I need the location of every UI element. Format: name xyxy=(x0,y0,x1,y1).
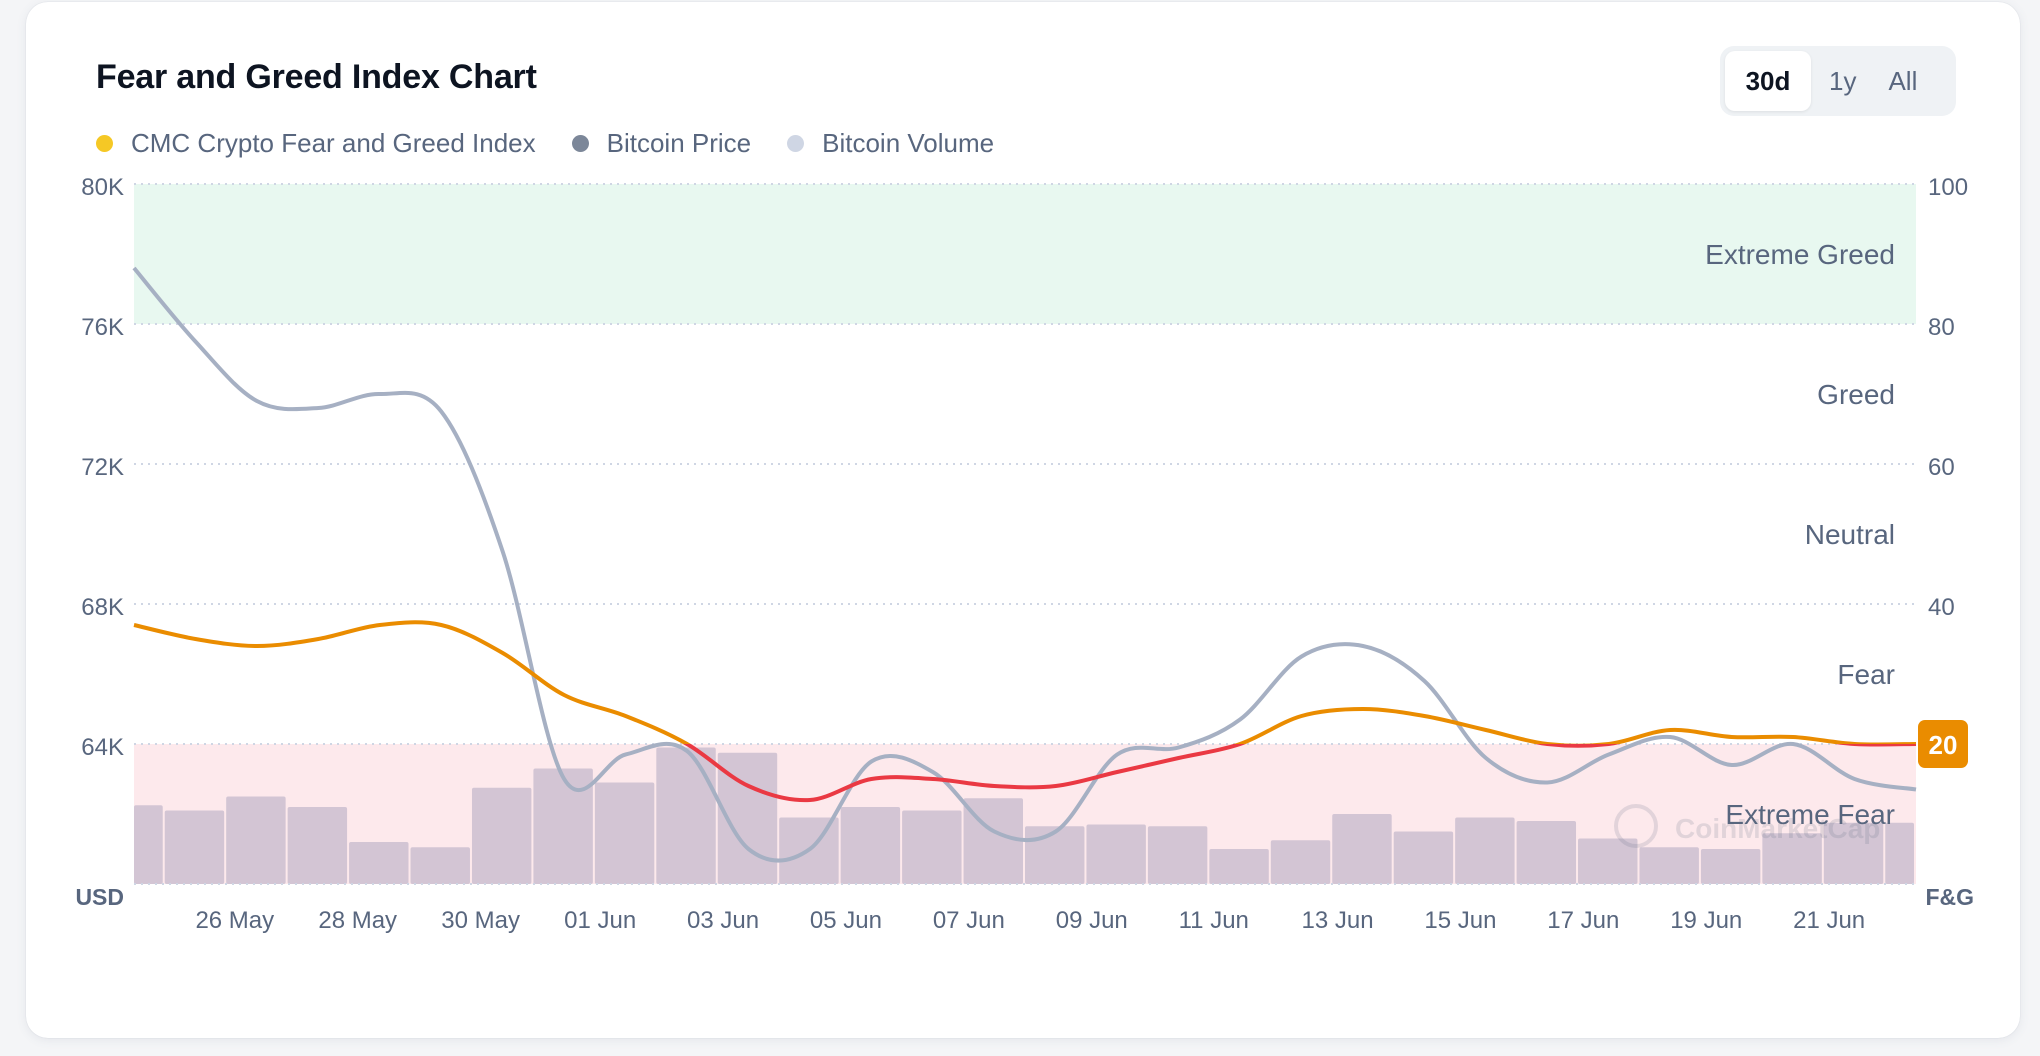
watermark-logo-icon xyxy=(1614,804,1658,848)
legend-label-bitcoin-volume: Bitcoin Volume xyxy=(822,128,995,158)
x-tick-label: 13 Jun xyxy=(1302,907,1374,934)
right-axis-unit: F&G xyxy=(1925,884,1974,910)
legend-dot-bitcoin-price xyxy=(571,135,589,152)
range-all-button[interactable]: All xyxy=(1888,65,1918,96)
legend-item-bitcoin-price[interactable]: Bitcoin Price xyxy=(571,128,752,159)
x-tick-label: 26 May xyxy=(195,907,274,934)
volume-bar xyxy=(1823,822,1884,884)
volume-bar xyxy=(1393,831,1454,884)
volume-bar xyxy=(594,782,655,884)
x-tick-label: 19 Jun xyxy=(1670,907,1742,934)
volume-bar xyxy=(1578,838,1638,884)
bitcoin-price-line xyxy=(132,266,1917,863)
legend-dot-fear-greed xyxy=(96,135,113,152)
volume-bar xyxy=(1700,849,1761,884)
volume-bar xyxy=(717,752,778,884)
y-tick-label-right: 60 xyxy=(1928,454,1955,481)
volume-bar xyxy=(1639,847,1699,884)
volume-bar xyxy=(164,810,225,884)
watermark-text: CoinMarketCap xyxy=(1675,813,1880,844)
x-tick-label: 21 Jun xyxy=(1793,907,1865,934)
legend-dot-bitcoin-volume xyxy=(787,135,805,152)
x-tick-label: 17 Jun xyxy=(1547,907,1619,934)
x-tick-label: 05 Jun xyxy=(810,907,882,934)
y-tick-label-left: 72K xyxy=(81,454,124,481)
volume-bar xyxy=(840,807,901,884)
volume-bar xyxy=(1209,849,1269,884)
legend-item-bitcoin-volume[interactable]: Bitcoin Volume xyxy=(787,128,994,159)
y-tick-label-left: 64K xyxy=(81,734,124,761)
legend-item-fear-greed[interactable]: CMC Crypto Fear and Greed Index xyxy=(96,128,536,159)
zone-label: Fear xyxy=(1837,659,1895,690)
fear-greed-line-extreme-fear xyxy=(682,744,1917,803)
y-tick-label-left: 76K xyxy=(81,314,124,341)
volume-bar xyxy=(902,810,962,884)
zone-label: Greed xyxy=(1817,379,1895,410)
volume-bar xyxy=(1455,817,1515,884)
range-1y-button[interactable]: 1y xyxy=(1829,65,1857,96)
x-tick-label: 07 Jun xyxy=(933,907,1005,934)
volume-bar xyxy=(1025,826,1085,884)
x-tick-label: 09 Jun xyxy=(1056,907,1128,934)
volume-bar xyxy=(134,805,163,884)
legend-label-fear-greed: CMC Crypto Fear and Greed Index xyxy=(131,128,536,158)
volume-bar xyxy=(410,847,470,884)
zone-label: Neutral xyxy=(1805,519,1895,550)
volume-bar xyxy=(533,768,593,884)
volume-bar xyxy=(1086,824,1146,884)
volume-bar xyxy=(1270,840,1331,884)
legend-label-bitcoin-price: Bitcoin Price xyxy=(606,128,752,158)
x-tick-label: 28 May xyxy=(318,907,397,934)
y-tick-label-right: 80 xyxy=(1928,314,1955,341)
volume-bar xyxy=(1147,826,1208,884)
range-30d-button[interactable]: 30d xyxy=(1725,51,1811,111)
volume-bar xyxy=(287,807,348,884)
current-value-badge xyxy=(1918,720,1968,768)
x-tick-label: 30 May xyxy=(441,907,520,934)
y-tick-label-left: 80K xyxy=(81,174,124,201)
fear-greed-line xyxy=(133,620,1916,744)
x-tick-label: 01 Jun xyxy=(564,907,636,934)
volume-bar xyxy=(1885,822,1914,884)
volume-bar xyxy=(471,787,532,884)
zone-label: Extreme Fear xyxy=(1725,799,1895,830)
y-tick-label-right: 40 xyxy=(1928,594,1955,621)
x-tick-label: 15 Jun xyxy=(1424,907,1496,934)
volume-bar xyxy=(349,842,409,884)
range-toggle: 30d 1y All xyxy=(1720,46,1956,116)
chart-title: Fear and Greed Index Chart xyxy=(96,58,537,96)
volume-bar xyxy=(1762,833,1822,884)
x-tick-label: 03 Jun xyxy=(687,907,759,934)
volume-bar xyxy=(226,796,286,884)
extreme-greed-zone xyxy=(134,184,1916,324)
chart-legend: CMC Crypto Fear and Greed Index Bitcoin … xyxy=(96,128,994,159)
zone-label: Extreme Greed xyxy=(1705,239,1895,270)
y-tick-label-right: 100 xyxy=(1928,174,1968,201)
y-tick-label-left: 68K xyxy=(81,594,124,621)
current-value-badge-text: 20 xyxy=(1929,730,1958,760)
volume-bar xyxy=(1516,821,1577,884)
x-tick-label: 11 Jun xyxy=(1179,907,1249,934)
volume-bar xyxy=(1332,814,1392,884)
volume-bar xyxy=(656,747,716,884)
left-axis-unit: USD xyxy=(75,884,124,910)
